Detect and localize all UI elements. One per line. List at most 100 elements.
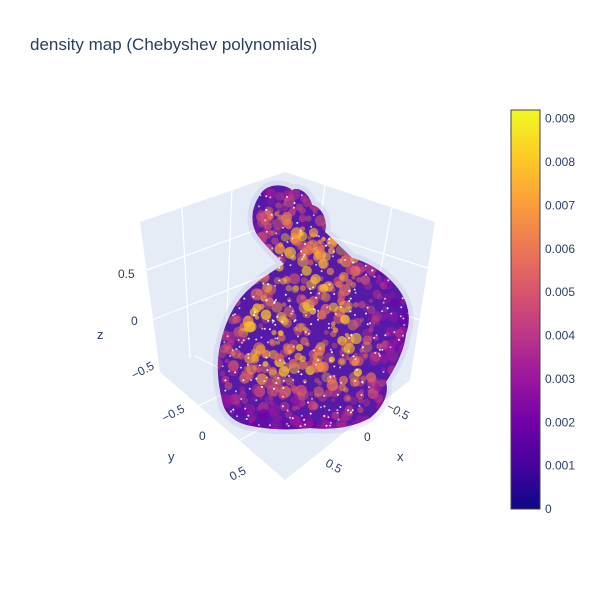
density-blob (276, 354, 285, 363)
density-blob (267, 407, 278, 418)
density-blob (323, 281, 334, 292)
sample-point (353, 314, 356, 316)
density-blob (285, 223, 293, 230)
density-blob (382, 306, 389, 313)
density-blob (345, 264, 357, 276)
sample-point (273, 302, 276, 304)
sample-point (386, 418, 389, 421)
density-blob (267, 198, 275, 206)
density-blob (246, 364, 257, 375)
sample-point (391, 192, 394, 195)
density-blob (263, 209, 271, 217)
sample-point (350, 411, 352, 414)
sample-point (297, 370, 300, 373)
sample-point (354, 379, 357, 382)
density-blob (343, 394, 352, 403)
density-blob (337, 409, 343, 414)
y-tick-label: 0 (199, 429, 206, 443)
sample-point (369, 322, 372, 325)
sample-point (328, 241, 331, 244)
density-blob (394, 328, 405, 339)
density-blob (362, 328, 373, 340)
density-blob (402, 305, 409, 317)
sample-point (347, 409, 350, 412)
sample-point (352, 430, 354, 432)
density-blob (343, 300, 351, 308)
density-blob (375, 321, 380, 326)
sample-point (281, 405, 284, 408)
sample-point (340, 306, 342, 308)
sample-point (414, 375, 416, 377)
density-blob (264, 206, 274, 216)
sample-point (272, 387, 275, 390)
density-blob (318, 258, 329, 270)
density-blob (368, 327, 374, 333)
density-blob (339, 284, 352, 297)
sample-point (304, 331, 307, 334)
density-blob (368, 335, 373, 341)
sample-point (384, 334, 387, 337)
sample-point (235, 348, 238, 350)
density-blob (261, 352, 268, 358)
density-blob (239, 386, 246, 392)
density-blob (324, 389, 333, 398)
sample-point (242, 379, 245, 382)
colorbar-gradient (510, 109, 541, 510)
colorbar-tick-label: 0.009 (545, 112, 575, 126)
density-blob (398, 191, 405, 197)
sample-point (329, 424, 332, 427)
sample-point (282, 379, 285, 382)
sample-point (309, 291, 312, 294)
density-blob (307, 400, 318, 411)
density-blob (271, 301, 283, 313)
sample-point (336, 393, 339, 396)
sample-point (286, 409, 289, 412)
sample-point (361, 381, 364, 384)
density-blob (321, 236, 326, 242)
density-blob (252, 355, 259, 362)
sample-point (258, 364, 261, 367)
x-axis-title: x (397, 449, 404, 464)
sample-point (240, 398, 243, 400)
colorbar-tick-label: 0.001 (545, 459, 575, 473)
colorbar[interactable]: 0 0.001 0.002 0.003 0.004 0.005 0.006 0.007 0.00… (510, 109, 575, 516)
density-blob (313, 240, 325, 253)
sample-point (410, 197, 412, 199)
sample-point (265, 208, 268, 211)
density-blob (291, 285, 299, 294)
colorbar-tick-label: 0.005 (545, 285, 575, 299)
sample-point (323, 405, 326, 408)
sample-point (365, 312, 367, 315)
sample-point (232, 314, 235, 317)
z-axis: 0.5 0 −0.5 z (97, 267, 157, 382)
density-blob (296, 294, 307, 305)
density-blob (398, 425, 407, 430)
sample-point (293, 320, 296, 323)
density-blob (318, 362, 328, 372)
sample-point (300, 414, 303, 417)
sample-point (320, 270, 323, 273)
density-blob (381, 366, 386, 372)
density-blob (275, 191, 284, 201)
sample-point (389, 346, 392, 349)
sample-point (391, 396, 394, 399)
density-blob (294, 327, 303, 336)
density-blob (356, 276, 362, 283)
density-blob (279, 419, 287, 427)
sample-point (289, 264, 292, 267)
sample-point (323, 415, 326, 417)
density-blob (275, 202, 282, 209)
sample-point (291, 417, 294, 420)
density-blob (278, 366, 290, 377)
sample-point (304, 423, 307, 426)
sample-point (228, 370, 230, 373)
density-blob (244, 352, 256, 364)
sample-point (402, 317, 405, 320)
density-blob (390, 300, 398, 308)
scene[interactable] (140, 172, 435, 480)
density-blob (274, 211, 280, 217)
density-blob (309, 357, 315, 363)
density-blob (393, 393, 400, 400)
density-blob (386, 185, 396, 193)
density-blob (357, 406, 364, 413)
